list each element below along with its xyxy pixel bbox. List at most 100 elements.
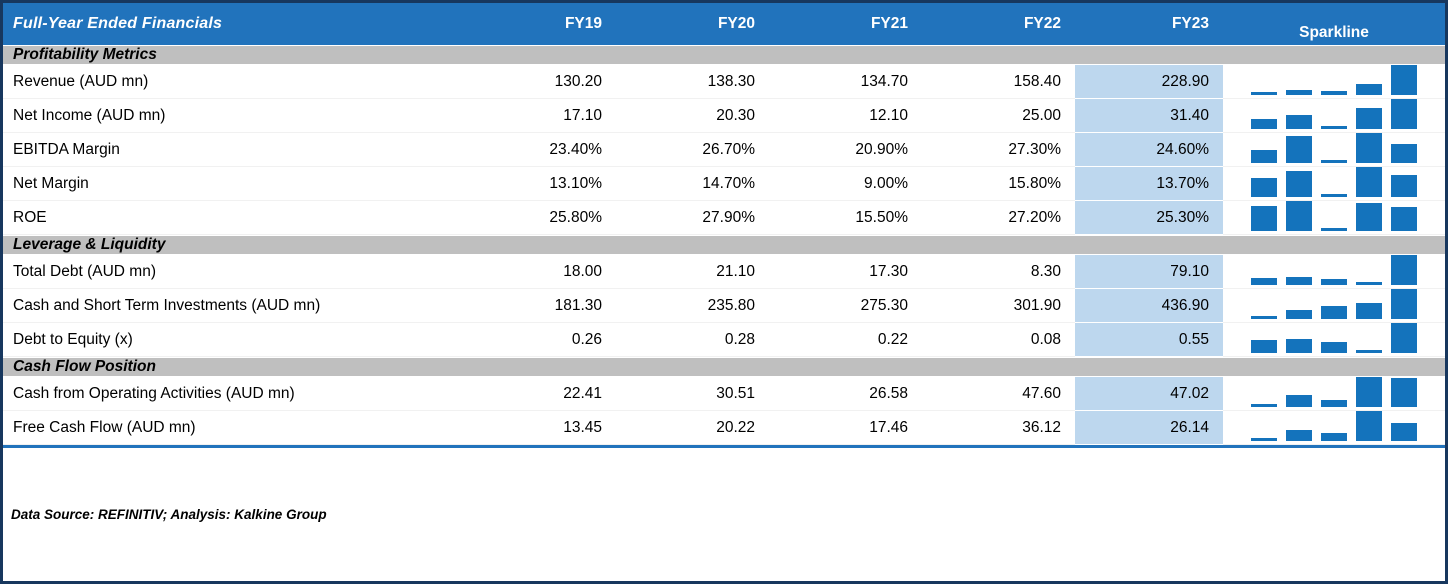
sparkline-bar <box>1391 206 1417 231</box>
metric-value: 0.26 <box>463 323 616 357</box>
sparkline <box>1223 377 1445 411</box>
sparkline-bar <box>1321 90 1347 95</box>
metric-value: 301.90 <box>922 289 1075 323</box>
metric-value: 36.12 <box>922 411 1075 445</box>
metric-row: Free Cash Flow (AUD mn) 13.45 20.22 17.46 36… <box>3 411 1445 445</box>
sparkline-bar <box>1391 144 1417 163</box>
section-row: Cash Flow Position <box>3 357 1445 377</box>
year-column-header-fy21: FY21 <box>870 15 908 32</box>
metric-value: 12.10 <box>769 99 922 133</box>
sparkline-bar <box>1251 438 1277 441</box>
metric-value: 20.90% <box>769 133 922 167</box>
metric-row: EBITDA Margin 23.40% 26.70% 20.90% 27.30% 24.… <box>3 133 1445 167</box>
sparkline-bar <box>1321 342 1347 353</box>
year-column-header-fy22: FY22 <box>1023 15 1061 32</box>
sparkline-bar <box>1391 99 1417 129</box>
metric-value-fy23: 47.02 <box>1075 377 1223 411</box>
sparkline-bar <box>1286 429 1312 441</box>
sparkline-bar <box>1251 205 1277 231</box>
metric-label: Net Income (AUD mn) <box>3 99 463 133</box>
metric-label: Debt to Equity (x) <box>3 323 463 357</box>
metric-value-fy23: 436.90 <box>1075 289 1223 323</box>
sparkline-bar <box>1356 108 1382 129</box>
sparkline <box>1223 323 1445 357</box>
metric-label: Free Cash Flow (AUD mn) <box>3 411 463 445</box>
sparkline-bar <box>1356 202 1382 231</box>
metric-row: Revenue (AUD mn) 130.20 138.30 134.70 158.40… <box>3 65 1445 99</box>
metric-row: Debt to Equity (x) 0.26 0.28 0.22 0.08 0.55 <box>3 323 1445 357</box>
metric-label: Cash and Short Term Investments (AUD mn) <box>3 289 463 323</box>
sparkline-bar <box>1251 92 1277 95</box>
metric-row: Net Income (AUD mn) 17.10 20.30 12.10 25.00 3… <box>3 99 1445 133</box>
metric-value: 25.00 <box>922 99 1075 133</box>
footer-note: Data Source: REFINITIV; Analysis: Kalkin… <box>3 445 1445 581</box>
sparkline-bar <box>1391 65 1417 95</box>
metric-value: 21.10 <box>616 255 769 289</box>
metric-value: 17.10 <box>463 99 616 133</box>
sparkline-bar <box>1251 149 1277 163</box>
sparkline-bar <box>1356 167 1382 197</box>
metric-value: 30.51 <box>616 377 769 411</box>
metric-label: Net Margin <box>3 167 463 201</box>
metric-value: 158.40 <box>922 65 1075 99</box>
metric-value: 0.08 <box>922 323 1075 357</box>
metric-label: Revenue (AUD mn) <box>3 65 463 99</box>
metric-row: ROE 25.80% 27.90% 15.50% 27.20% 25.30% <box>3 201 1445 235</box>
sparkline-bar <box>1286 395 1312 407</box>
metric-value: 0.28 <box>616 323 769 357</box>
sparkline-bar <box>1391 323 1417 353</box>
metric-value-fy23: 79.10 <box>1075 255 1223 289</box>
sparkline-bar <box>1286 277 1312 285</box>
sparkline-bar <box>1356 377 1382 407</box>
sparkline-bar <box>1286 338 1312 353</box>
table-header-row: Full-Year Ended Financials FY19 FY20 FY2… <box>3 3 1445 45</box>
metric-row: Cash and Short Term Investments (AUD mn)… <box>3 289 1445 323</box>
sparkline-bar <box>1321 278 1347 285</box>
metric-value: 27.90% <box>616 201 769 235</box>
sparkline-bar <box>1286 201 1312 231</box>
metric-value: 22.41 <box>463 377 616 411</box>
sparkline-bar <box>1391 377 1417 407</box>
metric-label: ROE <box>3 201 463 235</box>
table-title: Full-Year Ended Financials <box>13 15 223 32</box>
sparkline-bar <box>1321 160 1347 163</box>
metric-value: 130.20 <box>463 65 616 99</box>
metric-value: 13.45 <box>463 411 616 445</box>
sparkline-bar <box>1321 126 1347 129</box>
metric-row: Cash from Operating Activities (AUD mn) 2… <box>3 377 1445 411</box>
section-label: Cash Flow Position <box>13 358 156 375</box>
metric-value: 20.22 <box>616 411 769 445</box>
sparkline-bar <box>1391 289 1417 319</box>
metric-value-fy23: 13.70% <box>1075 167 1223 201</box>
sparkline-bar <box>1356 350 1382 353</box>
metric-value: 14.70% <box>616 167 769 201</box>
sparkline <box>1223 411 1445 445</box>
metric-value: 235.80 <box>616 289 769 323</box>
sparkline-bar <box>1321 399 1347 407</box>
sparkline-bar <box>1391 255 1417 285</box>
metric-value: 17.46 <box>769 411 922 445</box>
sparkline-bar <box>1391 175 1417 197</box>
sparkline <box>1223 167 1445 201</box>
year-column-header-fy23: FY23 <box>1171 15 1209 32</box>
sparkline-bar <box>1251 278 1277 285</box>
sparkline-bar <box>1356 282 1382 285</box>
sparkline-bar <box>1251 404 1277 407</box>
metric-value: 9.00% <box>769 167 922 201</box>
sparkline-bar <box>1286 310 1312 319</box>
metric-value: 13.10% <box>463 167 616 201</box>
metric-value: 26.58 <box>769 377 922 411</box>
metric-value: 23.40% <box>463 133 616 167</box>
metric-value-fy23: 228.90 <box>1075 65 1223 99</box>
sparkline <box>1223 65 1445 99</box>
metric-value: 47.60 <box>922 377 1075 411</box>
metric-value: 26.70% <box>616 133 769 167</box>
year-column-header-fy20: FY20 <box>717 15 755 32</box>
metric-label: Cash from Operating Activities (AUD mn) <box>3 377 463 411</box>
sparkline-bar <box>1321 433 1347 441</box>
sparkline-bar <box>1251 177 1277 197</box>
sparkline <box>1223 201 1445 235</box>
sparkline-bar <box>1356 133 1382 163</box>
metric-row: Total Debt (AUD mn) 18.00 21.10 17.30 8.30 79… <box>3 255 1445 289</box>
